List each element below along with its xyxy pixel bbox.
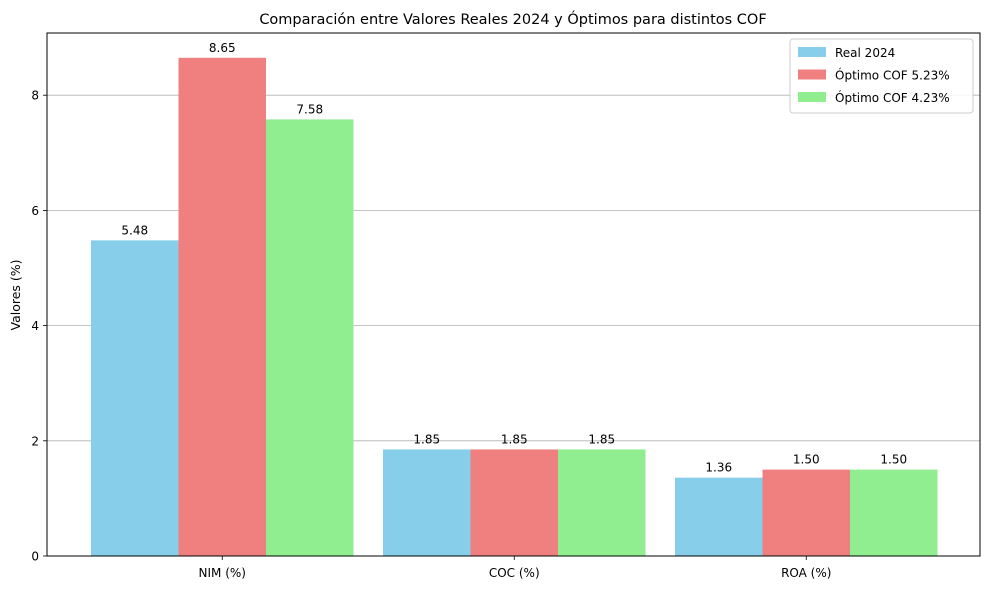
legend-swatch: [798, 69, 826, 80]
data-labels: 5.48 8.65 7.58 1.85 1.85 1.85 1.36 1.50 1.50: [121, 41, 907, 475]
legend-label: Real 2024: [835, 46, 895, 60]
bar-value-label: 5.48: [121, 223, 148, 237]
bar: [91, 240, 179, 557]
bar-value-label: 1.85: [588, 432, 615, 446]
y-tick-label: 0: [31, 550, 39, 564]
bar: [383, 449, 471, 556]
x-tick-label: NIM (%): [199, 566, 246, 580]
legend-swatch: [798, 92, 826, 102]
bar: [675, 477, 763, 556]
bars: [91, 57, 938, 557]
y-tick-label: 4: [31, 319, 39, 333]
legend: Real 2024 Óptimo COF 5.23% Óptimo COF 4.23…: [789, 38, 974, 114]
bar-value-label: 1.50: [880, 453, 907, 467]
bar-value-label: 1.85: [501, 432, 528, 446]
bar-value-label: 1.36: [705, 461, 732, 475]
legend-box: [789, 38, 974, 114]
y-tick-label: 8: [31, 89, 39, 103]
bar-value-label: 1.50: [793, 453, 820, 467]
bar-value-label: 1.85: [413, 432, 440, 446]
y-tick-label: 6: [31, 204, 39, 218]
legend-label: Óptimo COF 5.23%: [835, 68, 950, 83]
bar: [470, 449, 558, 556]
plot-frame: [46, 32, 981, 557]
bar-value-label: 8.65: [209, 41, 236, 55]
y-tick-label: 2: [31, 434, 39, 448]
chart-title: Comparación entre Valores Reales 2024 y …: [259, 10, 766, 28]
bar: [266, 119, 354, 556]
bar: [762, 469, 850, 556]
bar: [850, 469, 938, 556]
legend-label: Óptimo COF 4.23%: [835, 90, 950, 105]
axes: 0 2 4 6 8 NIM (%) COC (%) ROA (%): [31, 32, 981, 580]
x-tick-label: ROA (%): [781, 566, 831, 580]
bar: [178, 57, 266, 557]
bar: [558, 449, 646, 556]
x-tick-label: COC (%): [489, 566, 540, 580]
bar-value-label: 7.58: [296, 102, 323, 116]
y-axis-label: Valores (%): [8, 259, 23, 330]
legend-swatch: [798, 47, 826, 57]
